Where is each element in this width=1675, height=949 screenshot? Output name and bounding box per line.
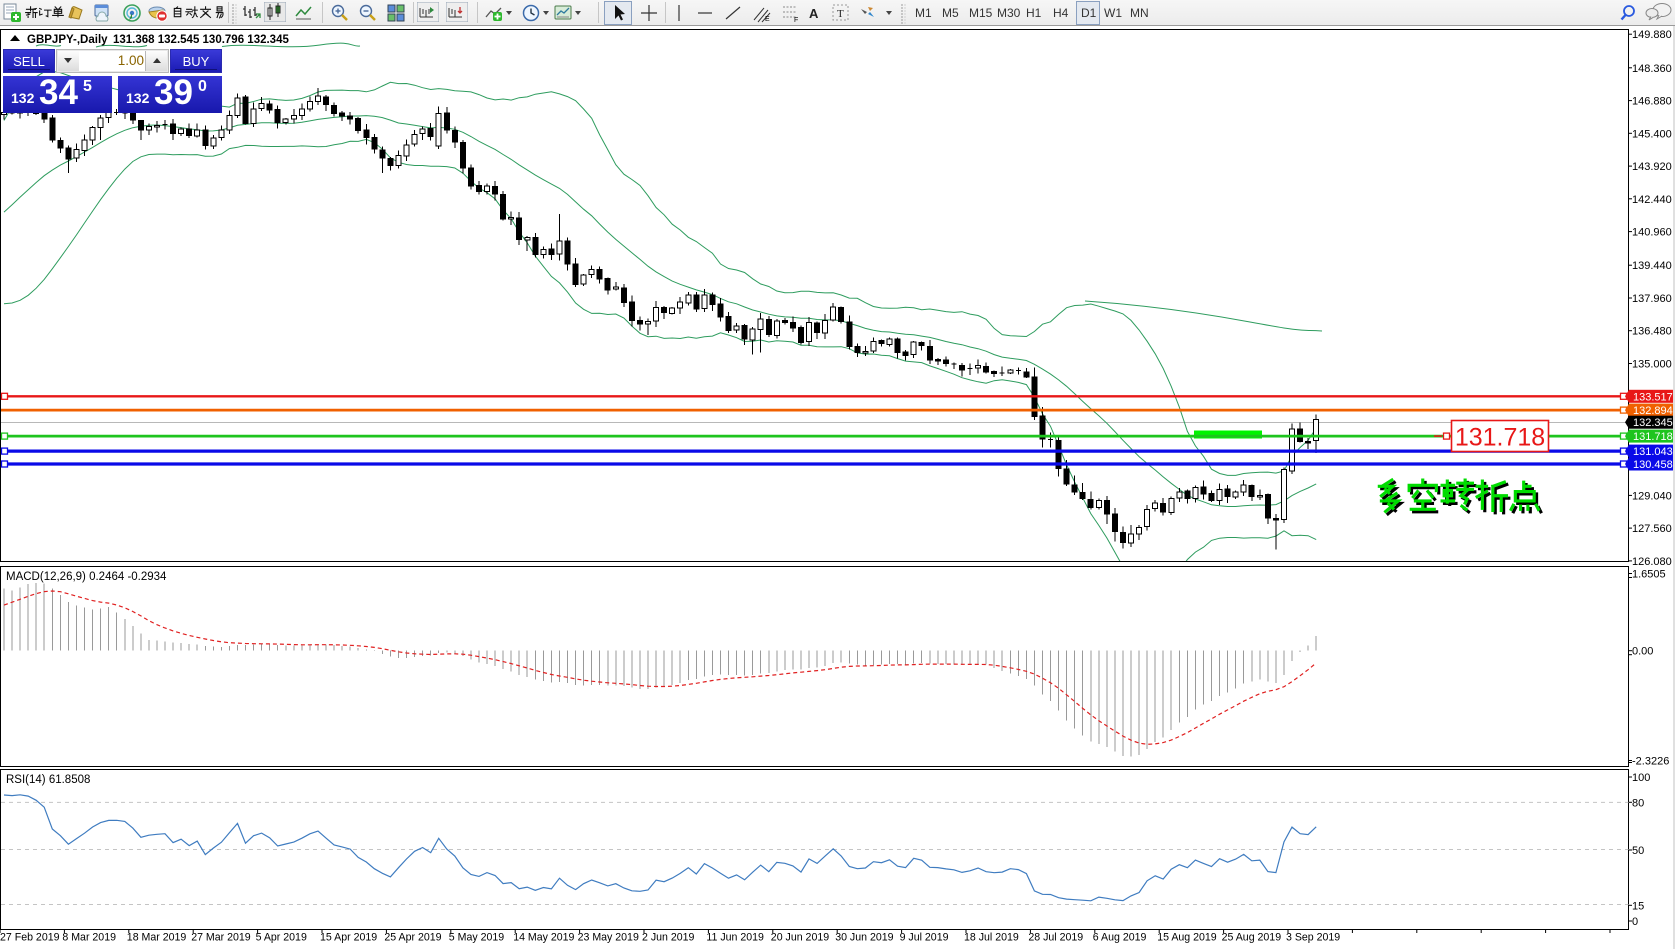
svg-text:20 Jun 2019: 20 Jun 2019 <box>771 932 829 944</box>
svg-text:28 Jul 2019: 28 Jul 2019 <box>1028 932 1083 944</box>
svg-text:RSI(14) 61.8508: RSI(14) 61.8508 <box>6 774 90 786</box>
svg-text:127.560: 127.560 <box>1632 523 1672 535</box>
svg-text:139.440: 139.440 <box>1632 260 1672 272</box>
svg-text:27 Feb 2019: 27 Feb 2019 <box>0 932 60 944</box>
svg-text:3 Sep 2019: 3 Sep 2019 <box>1286 932 1340 944</box>
svg-text:131.043: 131.043 <box>1633 446 1673 458</box>
svg-text:149.880: 149.880 <box>1632 29 1672 41</box>
svg-text:146.880: 146.880 <box>1632 96 1672 108</box>
svg-text:F: F <box>794 17 798 23</box>
svg-text:9 Jul 2019: 9 Jul 2019 <box>900 932 949 944</box>
svg-text:142.440: 142.440 <box>1632 194 1672 206</box>
svg-text:18 Mar 2019: 18 Mar 2019 <box>127 932 187 944</box>
svg-text:0.00: 0.00 <box>1632 646 1653 658</box>
svg-text:1.6505: 1.6505 <box>1632 569 1666 581</box>
svg-text:2 Jun 2019: 2 Jun 2019 <box>642 932 695 944</box>
svg-text:25 Aug 2019: 25 Aug 2019 <box>1222 932 1282 944</box>
svg-text:133.517: 133.517 <box>1633 391 1673 403</box>
svg-text:148.360: 148.360 <box>1632 63 1672 75</box>
svg-text:-2.3226: -2.3226 <box>1632 756 1669 768</box>
svg-text:MACD(12,26,9) 0.2464 -0.2934: MACD(12,26,9) 0.2464 -0.2934 <box>6 571 167 583</box>
svg-text:14 May 2019: 14 May 2019 <box>513 932 574 944</box>
svg-text:6 Aug 2019: 6 Aug 2019 <box>1093 932 1147 944</box>
svg-text:8 Mar 2019: 8 Mar 2019 <box>62 932 116 944</box>
svg-text:GBPJPY-,Daily: GBPJPY-,Daily <box>27 34 108 46</box>
svg-text:15 Apr 2019: 15 Apr 2019 <box>320 932 377 944</box>
svg-text:27 Mar 2019: 27 Mar 2019 <box>191 932 251 944</box>
svg-text:5 Apr 2019: 5 Apr 2019 <box>256 932 307 944</box>
svg-text:15 Aug 2019: 15 Aug 2019 <box>1157 932 1217 944</box>
svg-text:131.368 132.545 130.796 132.34: 131.368 132.545 130.796 132.345 <box>113 34 289 46</box>
svg-text:15: 15 <box>1632 900 1644 912</box>
svg-text:140.960: 140.960 <box>1632 227 1672 239</box>
svg-text:11 Jun 2019: 11 Jun 2019 <box>706 932 764 944</box>
svg-text:132.345: 132.345 <box>1633 417 1673 429</box>
svg-text:130.458: 130.458 <box>1633 459 1673 471</box>
svg-text:23 May 2019: 23 May 2019 <box>578 932 639 944</box>
svg-text:100: 100 <box>1632 772 1650 784</box>
svg-text:T: T <box>837 8 844 20</box>
svg-text:132.894: 132.894 <box>1633 405 1673 417</box>
svg-text:129.040: 129.040 <box>1632 490 1672 502</box>
svg-text:131.718: 131.718 <box>1455 424 1545 452</box>
svg-text:5 May 2019: 5 May 2019 <box>449 932 504 944</box>
svg-text:143.920: 143.920 <box>1632 161 1672 173</box>
svg-text:131.718: 131.718 <box>1633 431 1673 443</box>
svg-text:18 Jul 2019: 18 Jul 2019 <box>964 932 1019 944</box>
svg-text:E: E <box>765 16 770 23</box>
svg-text:25 Apr 2019: 25 Apr 2019 <box>384 932 441 944</box>
svg-text:50: 50 <box>1632 845 1644 857</box>
svg-text:0: 0 <box>1632 916 1638 928</box>
svg-text:136.480: 136.480 <box>1632 326 1672 338</box>
svg-text:126.080: 126.080 <box>1632 556 1672 568</box>
svg-text:135.000: 135.000 <box>1632 359 1672 371</box>
svg-text:137.960: 137.960 <box>1632 293 1672 305</box>
svg-text:30 Jun 2019: 30 Jun 2019 <box>835 932 893 944</box>
svg-text:145.400: 145.400 <box>1632 128 1672 140</box>
svg-text:80: 80 <box>1632 797 1644 809</box>
